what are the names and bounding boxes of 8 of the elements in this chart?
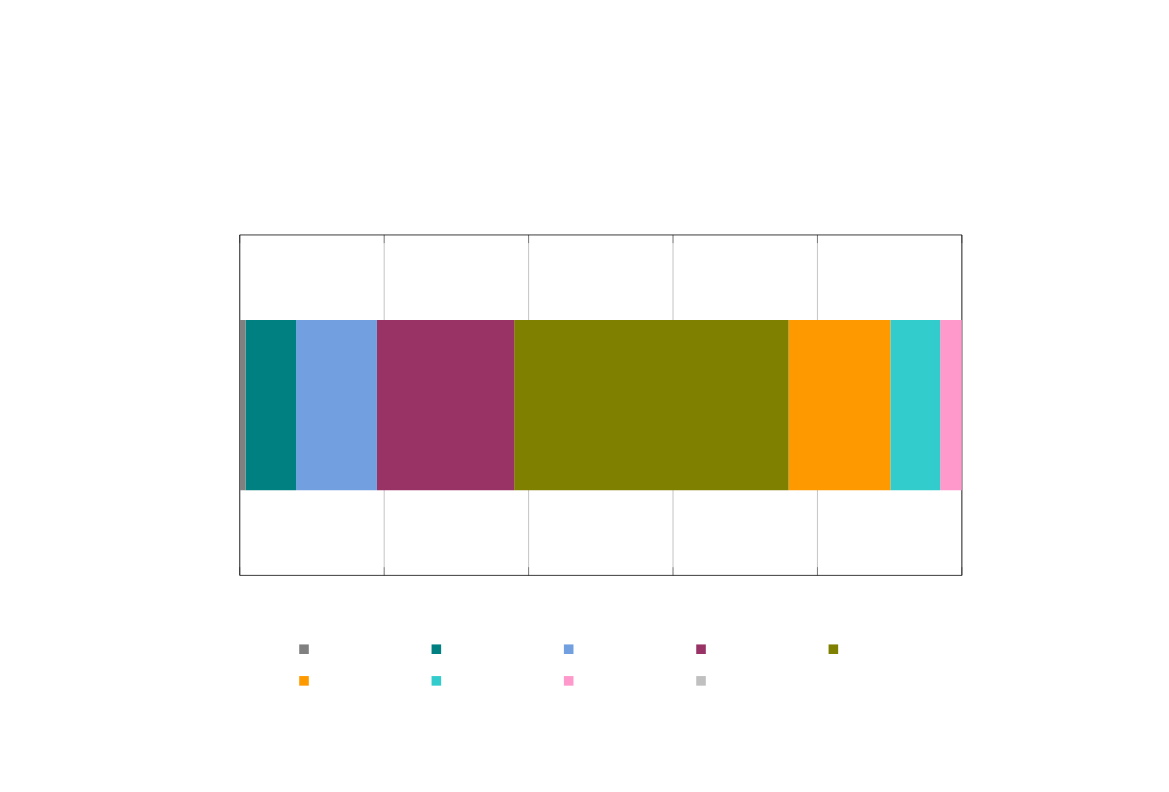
bar <box>940 320 962 491</box>
bar <box>296 320 377 491</box>
bar <box>514 320 789 491</box>
bar <box>376 320 515 491</box>
bar <box>788 320 891 491</box>
bar <box>245 320 297 491</box>
bar <box>890 320 941 491</box>
bar <box>239 320 246 491</box>
